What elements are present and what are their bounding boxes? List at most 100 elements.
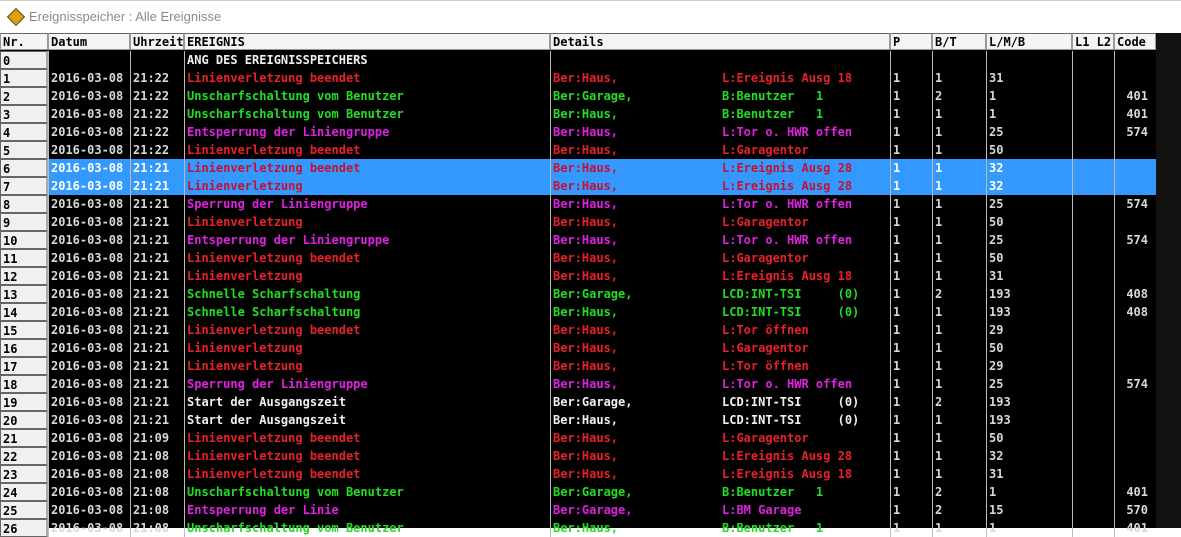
cell-lmb: 15 [986,501,1072,519]
table-row[interactable]: 8 2016-03-08 21:21 Sperrung der Liniengrupp… [0,195,1156,213]
event-table[interactable]: Nr. Datum Uhrzeit EREIGNIS Details P B/T L/M/B L… [0,33,1181,537]
cell-time: 21:22 [130,87,184,105]
table-row[interactable]: 20 2016-03-08 21:21 Start der Ausgangszeit B… [0,411,1156,429]
cell-bt: 1 [932,213,986,231]
cell-p: 1 [890,447,932,465]
cell-event: Schnelle Scharfschaltung [184,285,550,303]
column-header-l1l2[interactable]: L1 L2 [1072,33,1114,50]
cell-code [1114,141,1156,159]
cell-time [130,51,184,69]
cell-l1l2 [1072,411,1114,429]
cell-event: Sperrung der Liniengruppe [184,375,550,393]
cell-lmb: 32 [986,159,1072,177]
cell-lmb: 50 [986,339,1072,357]
cell-time: 21:21 [130,249,184,267]
table-row[interactable]: 22 2016-03-08 21:08 Linienverletzung beende… [0,447,1156,465]
cell-nr: 9 [0,213,48,231]
table-row[interactable]: 18 2016-03-08 21:21 Sperrung der Liniengrup… [0,375,1156,393]
table-row[interactable]: 26 2016-03-08 21:08 Unscharfschaltung vom B… [0,519,1156,537]
table-row[interactable]: 16 2016-03-08 21:21 Linienverletzung Ber:Hau… [0,339,1156,357]
table-row[interactable]: 15 2016-03-08 21:21 Linienverletzung beende… [0,321,1156,339]
cell-code [1114,411,1156,429]
cell-event: Linienverletzung beendet [184,465,550,483]
table-row[interactable]: 3 2016-03-08 21:22 Unscharfschaltung vom Be… [0,105,1156,123]
cell-time: 21:21 [130,393,184,411]
cell-details-item: L:Ereignis Ausg 18 [722,467,853,481]
table-row[interactable]: 11 2016-03-08 21:21 Linienverletzung beende… [0,249,1156,267]
cell-bt: 2 [932,87,986,105]
cell-event: Unscharfschaltung vom Benutzer [184,519,550,537]
cell-date [48,51,130,69]
cell-bt: 1 [932,123,986,141]
cell-code: 401 [1114,519,1156,537]
table-row[interactable]: 21 2016-03-08 21:09 Linienverletzung beende… [0,429,1156,447]
scroll-area[interactable] [1156,33,1181,528]
table-row[interactable]: 10 2016-03-08 21:21 Entsperrung der Linieng… [0,231,1156,249]
column-header-lmb[interactable]: L/M/B [986,33,1072,50]
table-row[interactable]: 6 2016-03-08 21:21 Linienverletzung beendet… [0,159,1156,177]
cell-time: 21:08 [130,519,184,537]
column-header-details[interactable]: Details [550,33,890,50]
column-header-p[interactable]: P [890,33,932,50]
table-row[interactable]: 19 2016-03-08 21:21 Start der Ausgangszeit B… [0,393,1156,411]
cell-bt: 2 [932,285,986,303]
cell-code [1114,357,1156,375]
table-row[interactable]: 1 2016-03-08 21:22 Linienverletzung beendet… [0,69,1156,87]
column-header-bt[interactable]: B/T [932,33,986,50]
table-row[interactable]: 14 2016-03-08 21:21 Schnelle Scharfschaltun… [0,303,1156,321]
cell-l1l2 [1072,375,1114,393]
cell-lmb: 31 [986,69,1072,87]
table-row[interactable]: 2 2016-03-08 21:22 Unscharfschaltung vom Be… [0,87,1156,105]
cell-date: 2016-03-08 [48,393,130,411]
cell-code [1114,213,1156,231]
table-row[interactable]: 25 2016-03-08 21:08 Entsperrung der Linie Be… [0,501,1156,519]
table-row[interactable]: 5 2016-03-08 21:22 Linienverletzung beendet… [0,141,1156,159]
table-row[interactable]: 9 2016-03-08 21:21 Linienverletzung Ber:Haus… [0,213,1156,231]
table-row[interactable]: 13 2016-03-08 21:21 Schnelle Scharfschaltun… [0,285,1156,303]
column-header-ereignis[interactable]: EREIGNIS [184,33,550,50]
cell-bt: 1 [932,357,986,375]
cell-time: 21:08 [130,483,184,501]
cell-l1l2 [1072,267,1114,285]
table-row[interactable]: 4 2016-03-08 21:22 Entsperrung der Liniengr… [0,123,1156,141]
table-row[interactable]: 12 2016-03-08 21:21 Linienverletzung Ber:Hau… [0,267,1156,285]
table-row[interactable]: 23 2016-03-08 21:08 Linienverletzung beende… [0,465,1156,483]
window-title: Ereignisspeicher : Alle Ereignisse [29,9,222,24]
cell-date: 2016-03-08 [48,519,130,537]
cell-nr: 7 [0,177,48,195]
cell-details-area: Ber:Haus, [550,429,720,447]
column-header-code[interactable]: Code [1114,33,1156,50]
table-row[interactable]: 7 2016-03-08 21:21 Linienverletzung Ber:Haus… [0,177,1156,195]
cell-nr: 23 [0,465,48,483]
cell-time: 21:21 [130,213,184,231]
table-row[interactable]: 0 ANG DES EREIGNISSPEICHERS [0,51,1156,69]
cell-code [1114,429,1156,447]
table-row[interactable]: 17 2016-03-08 21:21 Linienverletzung Ber:Hau… [0,357,1156,375]
cell-nr: 19 [0,393,48,411]
cell-event: Unscharfschaltung vom Benutzer [184,87,550,105]
cell-l1l2 [1072,321,1114,339]
cell-lmb: 31 [986,267,1072,285]
cell-bt: 1 [932,321,986,339]
cell-l1l2 [1072,69,1114,87]
column-header-datum[interactable]: Datum [48,33,130,50]
cell-date: 2016-03-08 [48,285,130,303]
cell-lmb: 29 [986,321,1072,339]
cell-details-item: L:Garagentor [722,431,809,445]
cell-lmb: 32 [986,177,1072,195]
cell-nr: 15 [0,321,48,339]
cell-p [890,51,932,69]
cell-l1l2 [1072,285,1114,303]
title-bar: Ereignisspeicher : Alle Ereignisse [0,0,1181,32]
cell-details-item: L:BM Garage [722,503,802,517]
column-header-uhrzeit[interactable]: Uhrzeit [130,33,184,50]
cell-l1l2 [1072,519,1114,537]
cell-details-item: L:Tor o. HWR offen [722,197,853,211]
cell-event: Linienverletzung beendet [184,69,550,87]
table-row[interactable]: 24 2016-03-08 21:08 Unscharfschaltung vom B… [0,483,1156,501]
cell-details-area: Ber:Haus, [550,195,720,213]
cell-time: 21:21 [130,357,184,375]
cell-lmb: 193 [986,303,1072,321]
cell-details-item: L:Garagentor [722,341,809,355]
column-header-nr[interactable]: Nr. [0,33,48,50]
